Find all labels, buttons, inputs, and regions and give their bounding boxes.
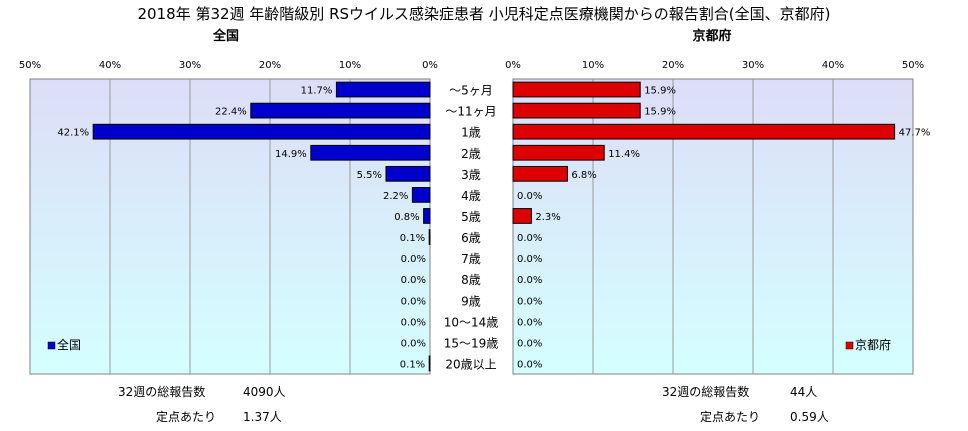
right-bar (512, 81, 641, 98)
left-bar (385, 165, 431, 182)
right-bar (512, 165, 568, 182)
left-footer: 32週の総報告数 4090人 定点あたり 1.37人 (118, 384, 286, 424)
left-bar (428, 229, 431, 245)
right-data-label: 0.0% (517, 359, 542, 370)
right-bar (512, 102, 641, 119)
right-tick-label: 50% (902, 60, 924, 71)
left-data-label: 2.2% (383, 191, 408, 202)
left-tick-label: 30% (179, 60, 201, 71)
left-tick-label: 0% (422, 60, 438, 71)
category-label: 5歳 (461, 210, 481, 224)
left-plot-area (29, 78, 431, 375)
right-data-label: 15.9% (644, 86, 676, 97)
left-data-label: 0.1% (400, 233, 425, 244)
right-tick-label: 40% (822, 60, 844, 71)
left-bar (250, 102, 431, 119)
right-data-label: 15.9% (644, 107, 676, 118)
right-data-label: 0.0% (517, 254, 542, 265)
right-data-label: 0.0% (517, 338, 542, 349)
left-data-label: 0.1% (400, 359, 425, 370)
right-data-label: 0.0% (517, 191, 542, 202)
left-tick-label: 50% (19, 60, 41, 71)
right-total-value: 44人 (790, 385, 817, 399)
left-data-label: 0.0% (401, 275, 426, 286)
right-data-label: 0.0% (517, 275, 542, 286)
left-legend-label: 全国 (57, 337, 81, 352)
category-label: ～11ヶ月 (445, 105, 496, 119)
left-data-label: 5.5% (357, 170, 382, 181)
right-tick-label: 10% (582, 60, 604, 71)
right-bar (512, 123, 896, 140)
right-bar (512, 144, 605, 161)
left-data-label: 0.0% (401, 254, 426, 265)
category-label: 6歳 (461, 231, 481, 245)
right-tick-label: 0% (505, 60, 521, 71)
right-total-label: 32週の総報告数 (662, 384, 749, 399)
category-label: 9歳 (461, 294, 481, 308)
right-per-label: 定点あたり (700, 409, 760, 424)
category-label: 2歳 (461, 147, 481, 161)
left-data-label: 42.1% (57, 128, 89, 139)
right-footer: 32週の総報告数 44人 定点あたり 0.59人 (662, 384, 829, 424)
left-data-label: 0.0% (401, 338, 426, 349)
left-bar (411, 187, 431, 203)
left-tick-label: 20% (259, 60, 281, 71)
right-legend-swatch (845, 341, 854, 350)
left-per-label: 定点あたり (156, 409, 216, 424)
left-data-label: 22.4% (215, 107, 247, 118)
right-data-label: 11.4% (608, 149, 640, 160)
right-data-label: 2.3% (535, 212, 560, 223)
left-data-label: 14.9% (275, 149, 307, 160)
category-label: 4歳 (461, 189, 481, 203)
left-tick-label: 40% (99, 60, 121, 71)
left-data-label: 0.0% (401, 296, 426, 307)
category-label: ～5ヶ月 (449, 84, 493, 98)
category-label: 8歳 (461, 273, 481, 287)
left-bar (335, 81, 431, 98)
right-plot-area (512, 78, 914, 375)
panels: 50% 40% 30% 20% 10% 0% 11.7% 22.4% 42.1% 14.9% 5.5… (19, 60, 931, 375)
left-per-value: 1.37人 (243, 410, 282, 424)
category-label: 1歳 (461, 126, 481, 140)
right-data-label: 0.0% (517, 296, 542, 307)
left-total-label: 32週の総報告数 (118, 384, 205, 399)
left-legend-swatch (47, 341, 56, 350)
category-label: 10～14歳 (444, 315, 499, 329)
left-bar (428, 355, 431, 372)
chart-title: 2018年 第32週 年齢階級別 RSウイルス感染症患者 小児科定点医療機関から… (138, 5, 831, 23)
left-data-label: 11.7% (301, 86, 333, 97)
left-bar (423, 208, 431, 224)
category-label: 20歳以上 (445, 357, 496, 371)
right-tick-label: 20% (662, 60, 684, 71)
right-legend-label: 京都府 (855, 337, 891, 352)
category-label: 15～19歳 (444, 336, 499, 350)
left-data-label: 0.0% (401, 317, 426, 328)
category-label: 3歳 (461, 168, 481, 182)
right-data-label: 0.0% (517, 233, 542, 244)
left-bar (310, 144, 431, 161)
right-tick-label: 30% (742, 60, 764, 71)
right-per-value: 0.59人 (790, 410, 829, 424)
left-tick-label: 10% (339, 60, 361, 71)
category-label: 7歳 (461, 252, 481, 266)
left-total-value: 4090人 (243, 385, 286, 399)
right-bar (512, 208, 532, 224)
right-data-label: 47.7% (899, 128, 931, 139)
left-panel-title: 全国 (212, 28, 239, 44)
right-data-label: 6.8% (571, 170, 596, 181)
right-panel-title: 京都府 (692, 28, 731, 44)
left-data-label: 0.8% (394, 212, 419, 223)
left-bar (92, 123, 431, 140)
right-data-label: 0.0% (517, 317, 542, 328)
